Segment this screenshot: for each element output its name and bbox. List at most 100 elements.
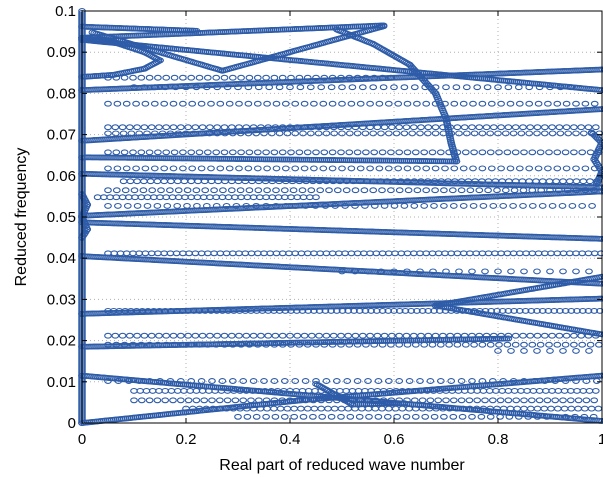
sparse-point: [520, 268, 528, 275]
sparse-point: [299, 194, 308, 201]
sparse-point: [231, 194, 239, 201]
sparse-point: [213, 332, 222, 339]
sparse-point: [162, 124, 171, 131]
sparse-point: [514, 84, 523, 91]
sparse-point: [360, 187, 369, 194]
sparse-point: [588, 202, 596, 209]
sparse-point: [291, 250, 300, 257]
sparse-point: [272, 100, 281, 107]
sparse-point: [123, 202, 132, 209]
sparse-point: [519, 332, 527, 339]
sparse-point: [459, 202, 468, 209]
sparse-point: [227, 332, 236, 339]
sparse-point: [526, 124, 535, 131]
sparse-point: [187, 74, 196, 81]
sparse-point: [180, 178, 189, 185]
sparse-point: [506, 165, 515, 172]
sparse-point: [572, 347, 580, 354]
sparse-point: [424, 124, 433, 131]
sparse-point: [422, 250, 431, 257]
sparse-point: [570, 124, 578, 131]
sparse-point: [570, 149, 578, 156]
sparse-point: [409, 332, 418, 339]
sparse-point: [394, 165, 403, 172]
sparse-point: [447, 250, 456, 257]
sparse-point: [216, 100, 225, 107]
sparse-point: [555, 124, 564, 131]
sparse-point: [122, 165, 131, 172]
sparse-point: [93, 194, 102, 201]
sparse-point: [244, 165, 253, 172]
sparse-point: [497, 165, 505, 172]
sparse-point: [145, 149, 154, 156]
sparse-point: [572, 130, 580, 137]
sparse-point: [572, 250, 580, 257]
sparse-point: [501, 187, 510, 194]
sparse-point: [511, 341, 520, 348]
sparse-point: [172, 250, 181, 257]
sparse-point: [533, 347, 541, 354]
sparse-point: [245, 74, 254, 81]
sparse-point: [306, 84, 315, 91]
sparse-point: [160, 178, 169, 185]
sparse-point: [528, 202, 537, 209]
sparse-point: [120, 149, 129, 156]
sparse-point: [484, 187, 492, 194]
sparse-point: [495, 341, 503, 348]
sparse-point: [129, 149, 137, 156]
sparse-point: [188, 100, 197, 107]
sparse-point: [295, 149, 304, 156]
sparse-point: [459, 250, 468, 257]
sparse-point: [581, 100, 590, 107]
sparse-point: [300, 165, 309, 172]
sparse-point: [519, 187, 528, 194]
sparse-point: [510, 187, 519, 194]
sparse-point: [113, 100, 122, 107]
sparse-point: [515, 250, 524, 257]
sparse-point: [478, 100, 487, 107]
sparse-point: [384, 250, 393, 257]
sparse-point: [280, 187, 289, 194]
sparse-point: [166, 187, 174, 194]
sparse-point: [561, 149, 570, 156]
sparse-point: [434, 250, 443, 257]
sparse-point: [545, 178, 554, 185]
sparse-point: [137, 194, 146, 201]
sparse-point: [506, 100, 515, 107]
sparse-point: [121, 187, 130, 194]
sparse-point: [533, 268, 541, 275]
sparse-point: [448, 187, 457, 194]
sparse-point: [316, 187, 325, 194]
sparse-point: [470, 341, 478, 348]
sparse-point: [268, 194, 277, 201]
sparse-point: [540, 250, 549, 257]
sparse-point: [104, 100, 112, 107]
sparse-point: [420, 202, 429, 209]
sparse-point: [263, 100, 271, 107]
sparse-point: [431, 187, 439, 194]
sparse-point: [453, 250, 462, 257]
sparse-point: [452, 84, 461, 91]
sparse-point: [291, 130, 300, 137]
sparse-point: [501, 130, 510, 137]
sparse-point: [369, 84, 378, 91]
sparse-point: [317, 84, 326, 91]
sparse-point: [358, 84, 367, 91]
sparse-point: [132, 165, 140, 172]
sparse-point: [206, 194, 214, 201]
sparse-point: [212, 149, 221, 156]
sparse-point: [104, 332, 112, 339]
sparse-point: [149, 194, 158, 201]
sparse-point: [369, 130, 378, 137]
sparse-point: [228, 250, 237, 257]
sparse-point: [356, 165, 365, 172]
sparse-point: [262, 74, 270, 81]
sparse-point: [384, 130, 393, 137]
sparse-point: [169, 332, 178, 339]
sparse-point: [391, 250, 399, 257]
sparse-point: [403, 165, 412, 172]
sparse-point: [112, 187, 121, 194]
sparse-point: [342, 187, 351, 194]
sparse-point: [375, 100, 384, 107]
sparse-point: [154, 74, 162, 81]
